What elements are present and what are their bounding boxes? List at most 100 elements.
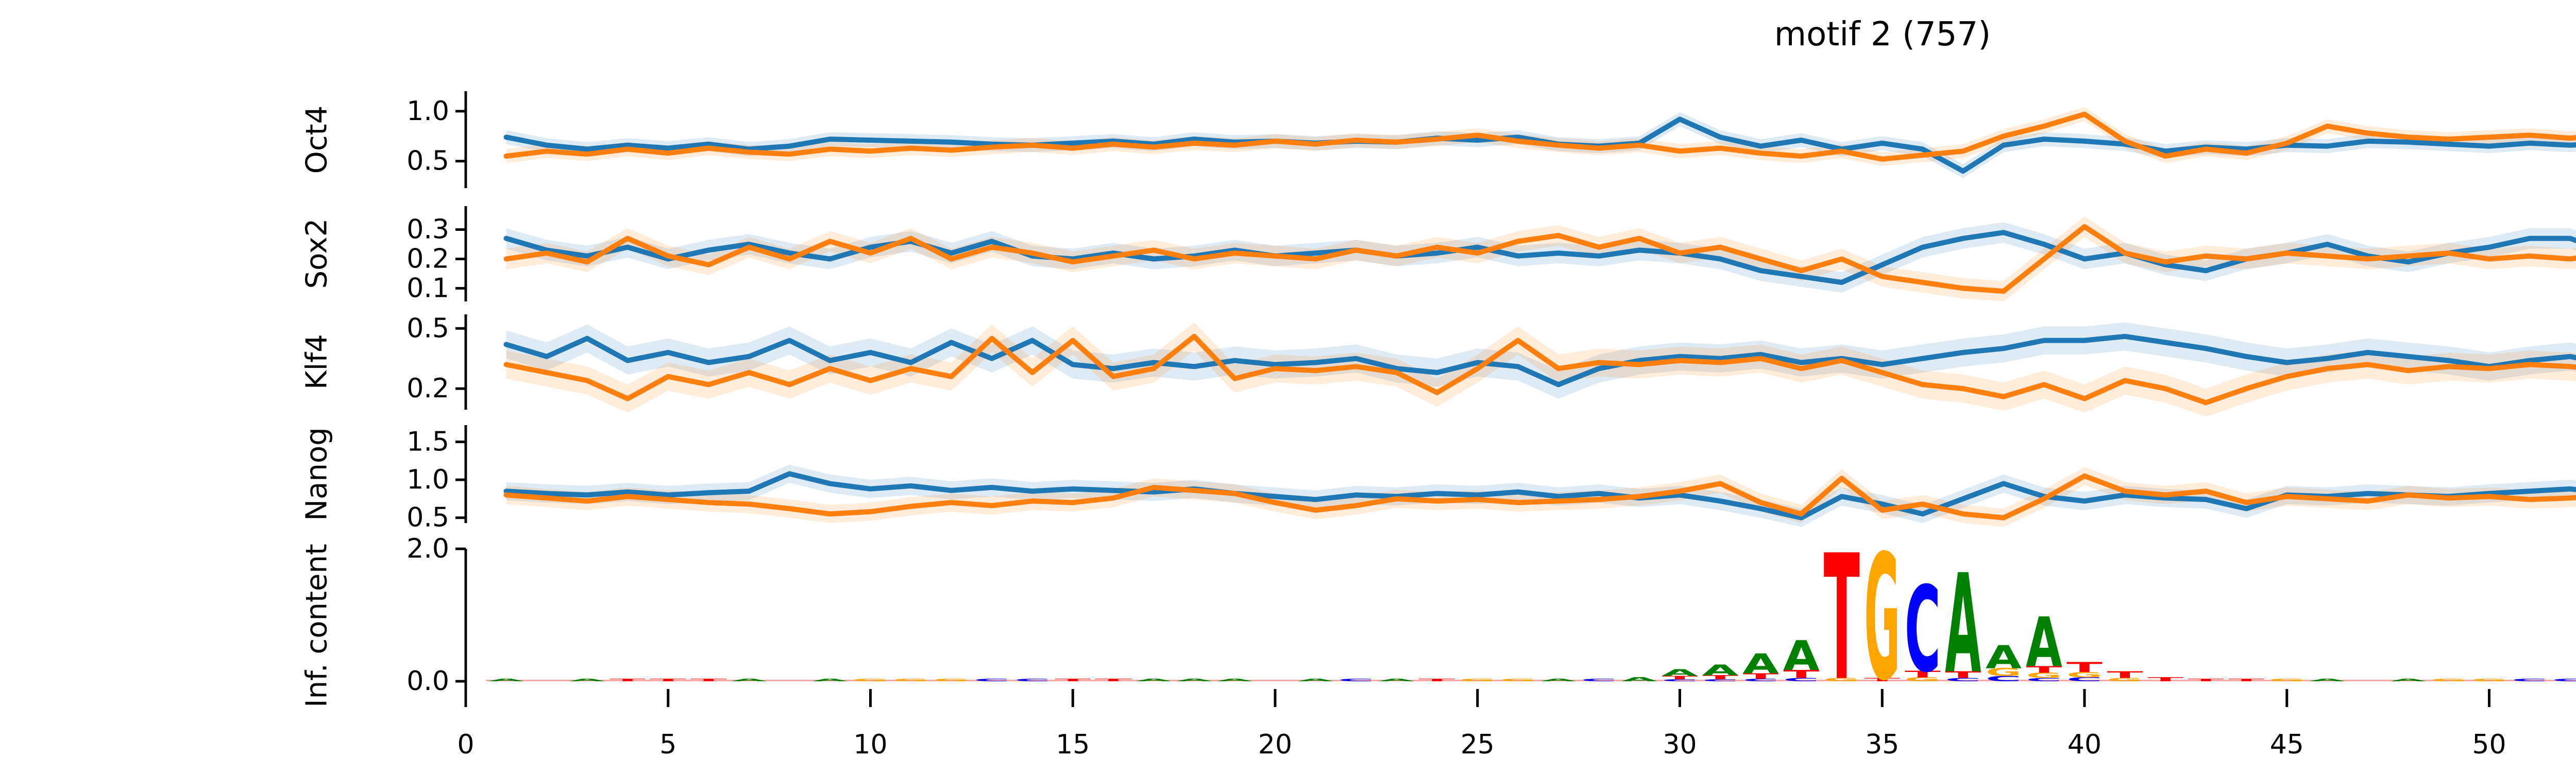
- logo-letter-T: T: [1419, 678, 1455, 682]
- logo-letter-T: T: [2066, 660, 2103, 676]
- y-tick-label: 0.5: [406, 313, 449, 344]
- line-blue: [503, 333, 2576, 388]
- line-orange: [503, 111, 2576, 162]
- logo-baseline: [486, 680, 2576, 681]
- logo-letter-A: A: [1176, 678, 1212, 682]
- logo-letter-G: G: [2107, 677, 2143, 682]
- logo-letter-C: C: [974, 678, 1010, 682]
- logo-letter-T: T: [1055, 678, 1091, 682]
- logo-letter-C: C: [2026, 677, 2062, 682]
- logo-letter-C: C: [2512, 678, 2548, 682]
- logo-letter-A: A: [812, 678, 848, 682]
- logo-letter-T: T: [2147, 676, 2184, 682]
- logo-letter-T: T: [609, 678, 646, 682]
- line-orange: [503, 473, 2576, 520]
- logo-letter-C: C: [1905, 561, 1941, 699]
- confidence-band-orange: [506, 322, 2576, 417]
- logo-letter-C: C: [2552, 678, 2576, 682]
- logo-letter-T: T: [2107, 669, 2143, 680]
- y-tick-label: 0.5: [406, 502, 449, 533]
- x-tick-label: 0: [457, 729, 474, 760]
- logo-letter-A: A: [1986, 638, 2022, 676]
- page-title: motif 2 (757): [1774, 15, 1991, 54]
- logo-letter-T: T: [2228, 678, 2264, 682]
- y-axis-label-inf-content: Inf. content: [300, 544, 334, 708]
- logo-letter-T: T: [2188, 678, 2224, 682]
- track-oct4: 1.0 0.5: [406, 91, 2576, 188]
- logo-letter-T: T: [2026, 664, 2062, 675]
- logo-letter-G: G: [2269, 678, 2305, 682]
- y-axis-label-klf4: Klf4: [300, 334, 334, 390]
- logo-letter-G: G: [1460, 678, 1496, 682]
- logo-letter-T: T: [1824, 519, 1860, 719]
- x-tick-label: 40: [2067, 729, 2102, 760]
- y-tick-label: 1.0: [406, 96, 449, 127]
- logo-letter-G: G: [1824, 677, 1860, 682]
- logo-letter-A: A: [1662, 667, 1699, 678]
- logo-letter-G: G: [853, 678, 889, 682]
- y-tick-label: 0.2: [406, 244, 449, 275]
- confidence-band-orange: [506, 216, 2576, 301]
- logo-letter-T: T: [1095, 678, 1131, 682]
- logo-letter-C: C: [1581, 678, 1617, 682]
- y-tick-label: 0.0: [406, 666, 449, 697]
- y-tick-label: 1.5: [406, 426, 449, 457]
- logo-letter-T: T: [650, 678, 686, 682]
- logo-letter-G: G: [1986, 666, 2022, 679]
- logo-letter-A: A: [1216, 678, 1252, 682]
- x-tick-label: 35: [1865, 729, 1899, 760]
- logo-letter-A: A: [1702, 662, 1738, 679]
- line-orange: [503, 333, 2576, 406]
- logo-letter-C: C: [1986, 675, 2022, 683]
- logo-letter-G: G: [1905, 676, 1941, 682]
- logo-letter-A: A: [731, 678, 767, 682]
- track-inf-content: 2.00.0 A A T T T A A G G G C C T T A A A A C A T G G A C A CTACTACT…: [406, 519, 2576, 760]
- logo-letter-T: T: [690, 678, 726, 682]
- logo-letter-T: T: [1662, 675, 1699, 680]
- logo-letter-A: A: [2026, 603, 2062, 682]
- logo-letter-A: A: [1136, 678, 1172, 682]
- logo-letter-G: G: [1500, 678, 1536, 682]
- logo-letter-T: T: [1702, 674, 1739, 680]
- logo-letter-G: G: [934, 678, 970, 682]
- logo-letter-A: A: [488, 678, 524, 682]
- logo-letter-G: G: [893, 678, 929, 682]
- y-tick-label: 2.0: [406, 533, 449, 564]
- track-sox2: 0.30.20.1: [406, 206, 2576, 304]
- logo-letter-A: A: [569, 678, 605, 682]
- logo-letter-G: G: [2431, 678, 2467, 682]
- logo-letter-A: A: [2309, 678, 2345, 682]
- y-tick-label: 0.1: [406, 273, 449, 304]
- logo-letter-C: C: [1014, 678, 1050, 682]
- logo-letter-A: A: [1298, 678, 1334, 682]
- y-tick-label: 0.2: [406, 373, 449, 404]
- y-tick-label: 1.0: [406, 464, 449, 495]
- logo-letter-C: C: [1783, 677, 1819, 682]
- y-tick-label: 0.5: [406, 146, 449, 177]
- confidence-band-blue: [506, 222, 2576, 293]
- logo-letter-C: C: [2066, 676, 2103, 682]
- logo-letter-T: T: [1905, 669, 1941, 680]
- logo-letter-C: C: [1743, 678, 1779, 682]
- line-blue: [503, 116, 2576, 174]
- x-tick-label: 25: [1461, 729, 1495, 760]
- x-tick-label: 10: [853, 729, 887, 760]
- y-tick-label: 0.3: [406, 214, 449, 245]
- line-blue: [503, 230, 2576, 285]
- logo-letter-C: C: [1702, 679, 1738, 682]
- logo-letter-A: A: [1783, 632, 1819, 680]
- logo-letter-T: T: [1743, 672, 1779, 680]
- logo-letter-G: G: [2471, 678, 2507, 682]
- y-axis-label-sox2: Sox2: [300, 218, 334, 289]
- track-klf4: 0.5 0.2: [406, 313, 2576, 417]
- x-tick-label: 20: [1258, 729, 1292, 760]
- logo-letter-C: C: [1662, 679, 1698, 682]
- y-axis-label-oct4: Oct4: [300, 105, 334, 174]
- y-axis-label-nanog: Nanog: [300, 427, 334, 521]
- x-tick-label: 45: [2270, 729, 2304, 760]
- x-tick-label: 15: [1056, 729, 1090, 760]
- logo-letter-T: T: [1945, 669, 1981, 680]
- line-orange: [503, 224, 2576, 294]
